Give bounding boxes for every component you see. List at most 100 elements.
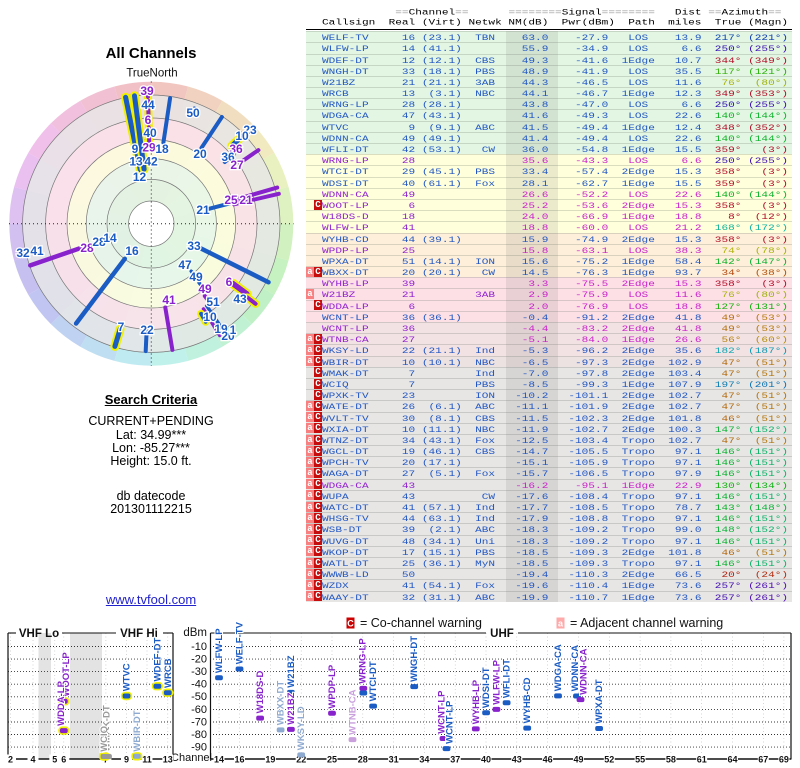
svg-text:-10: -10 xyxy=(191,641,207,653)
svg-text:WMAK-DT: WMAK-DT xyxy=(102,705,113,752)
svg-text:6: 6 xyxy=(226,275,233,289)
svg-text:33: 33 xyxy=(187,239,201,253)
svg-text:WDDA-LP: WDDA-LP xyxy=(56,680,67,726)
svg-text:-30: -30 xyxy=(191,666,207,678)
svg-text:-50: -50 xyxy=(191,691,207,703)
svg-text:WCNT-LP: WCNT-LP xyxy=(445,700,456,744)
svg-text:58: 58 xyxy=(666,755,676,765)
svg-text:WOOT-LP: WOOT-LP xyxy=(61,652,72,697)
svg-text:16: 16 xyxy=(125,244,139,258)
svg-text:= Co-channel warning: = Co-channel warning xyxy=(360,616,482,630)
svg-text:67: 67 xyxy=(758,755,768,765)
svg-text:2: 2 xyxy=(8,755,13,765)
svg-text:WPDP-LP: WPDP-LP xyxy=(327,664,338,708)
svg-text:4: 4 xyxy=(30,755,35,765)
svg-text:WYHB-CD: WYHB-CD xyxy=(522,677,533,723)
svg-text:14: 14 xyxy=(103,231,117,245)
svg-text:36: 36 xyxy=(229,142,243,156)
svg-text:42: 42 xyxy=(144,155,158,169)
svg-text:31: 31 xyxy=(389,755,399,765)
svg-text:WNGH-DT: WNGH-DT xyxy=(409,636,420,682)
svg-text:28: 28 xyxy=(358,755,368,765)
svg-text:WCNT-LP: WCNT-LP xyxy=(437,690,448,734)
svg-text:49: 49 xyxy=(573,755,583,765)
svg-text:20: 20 xyxy=(193,147,207,161)
svg-text:18: 18 xyxy=(155,142,169,156)
svg-text:-60: -60 xyxy=(191,704,207,716)
svg-text:37: 37 xyxy=(450,755,460,765)
svg-text:27: 27 xyxy=(230,158,244,172)
svg-text:6: 6 xyxy=(145,113,152,127)
svg-text:= Adjacent channel warning: = Adjacent channel warning xyxy=(570,616,723,630)
svg-text:21: 21 xyxy=(196,203,210,217)
svg-text:dBm: dBm xyxy=(183,627,207,639)
svg-text:7: 7 xyxy=(118,320,125,334)
svg-text:25: 25 xyxy=(327,755,337,765)
svg-text:WELF-TV: WELF-TV xyxy=(235,621,246,664)
svg-text:VHF Hi: VHF Hi xyxy=(120,628,158,640)
svg-text:43: 43 xyxy=(233,292,247,306)
svg-text:WBXX-DT: WBXX-DT xyxy=(276,681,287,726)
svg-text:25: 25 xyxy=(224,193,238,207)
svg-text:29: 29 xyxy=(142,141,156,155)
svg-text:9: 9 xyxy=(124,755,129,765)
svg-text:WDSI-DT: WDSI-DT xyxy=(481,667,492,708)
svg-text:W21BZ: W21BZ xyxy=(286,655,297,687)
svg-text:UHF: UHF xyxy=(490,628,514,640)
svg-text:28: 28 xyxy=(92,235,106,249)
svg-text:W18DS-D: W18DS-D xyxy=(255,671,266,714)
svg-text:46: 46 xyxy=(543,755,553,765)
svg-text:WDEF-DT: WDEF-DT xyxy=(152,638,163,682)
svg-text:1: 1 xyxy=(230,323,237,337)
svg-text:12: 12 xyxy=(133,170,147,184)
svg-text:WTVC: WTVC xyxy=(122,663,133,691)
svg-text:-90: -90 xyxy=(191,742,207,754)
svg-text:41: 41 xyxy=(30,244,44,258)
svg-text:41: 41 xyxy=(162,293,176,307)
svg-text:64: 64 xyxy=(727,755,737,765)
svg-text:39: 39 xyxy=(140,84,154,98)
svg-text:40: 40 xyxy=(143,126,157,140)
svg-text:28: 28 xyxy=(80,241,94,255)
svg-text:36: 36 xyxy=(221,150,235,164)
svg-text:20: 20 xyxy=(221,329,235,343)
svg-text:49: 49 xyxy=(198,282,212,296)
svg-text:13: 13 xyxy=(129,155,143,169)
svg-text:10: 10 xyxy=(203,310,217,324)
svg-text:W21BZ: W21BZ xyxy=(286,692,297,724)
svg-text:50: 50 xyxy=(186,106,200,120)
svg-text:43: 43 xyxy=(512,755,522,765)
svg-text:19: 19 xyxy=(214,322,228,336)
svg-text:WKSY-LD: WKSY-LD xyxy=(296,706,307,750)
svg-text:21: 21 xyxy=(239,193,253,207)
svg-text:WYHB-LP: WYHB-LP xyxy=(471,679,482,724)
svg-text:Channel: Channel xyxy=(171,752,212,764)
svg-text:WRNG-LP: WRNG-LP xyxy=(357,638,368,684)
svg-text:13: 13 xyxy=(163,755,173,765)
svg-text:10: 10 xyxy=(235,129,249,143)
svg-text:WFLI-DT: WFLI-DT xyxy=(502,659,513,698)
svg-text:22: 22 xyxy=(140,323,154,337)
svg-text:WTNB-CA: WTNB-CA xyxy=(348,689,359,735)
svg-text:-40: -40 xyxy=(191,679,207,691)
svg-text:51: 51 xyxy=(206,295,220,309)
svg-text:34: 34 xyxy=(419,755,429,765)
svg-text:TrueNorth: TrueNorth xyxy=(126,68,177,80)
svg-text:69: 69 xyxy=(779,755,789,765)
svg-text:55: 55 xyxy=(635,755,645,765)
svg-text:11: 11 xyxy=(142,755,152,765)
svg-text:WPXA-DT: WPXA-DT xyxy=(594,679,605,724)
svg-text:WLFW-LP: WLFW-LP xyxy=(214,628,225,673)
svg-text:22: 22 xyxy=(296,755,306,765)
svg-text:-70: -70 xyxy=(191,716,207,728)
svg-text:47: 47 xyxy=(178,258,192,272)
svg-text:52: 52 xyxy=(604,755,614,765)
svg-text:WBIR-DT: WBIR-DT xyxy=(132,710,143,751)
svg-text:WDGA-CA: WDGA-CA xyxy=(553,644,564,691)
svg-text:WLFW-LP: WLFW-LP xyxy=(491,659,502,704)
svg-text:16: 16 xyxy=(234,755,244,765)
svg-text:WDNN-CA: WDNN-CA xyxy=(579,648,590,695)
svg-text:WCIQ: WCIQ xyxy=(99,726,110,752)
svg-text:C: C xyxy=(347,619,354,629)
svg-text:19: 19 xyxy=(265,755,275,765)
